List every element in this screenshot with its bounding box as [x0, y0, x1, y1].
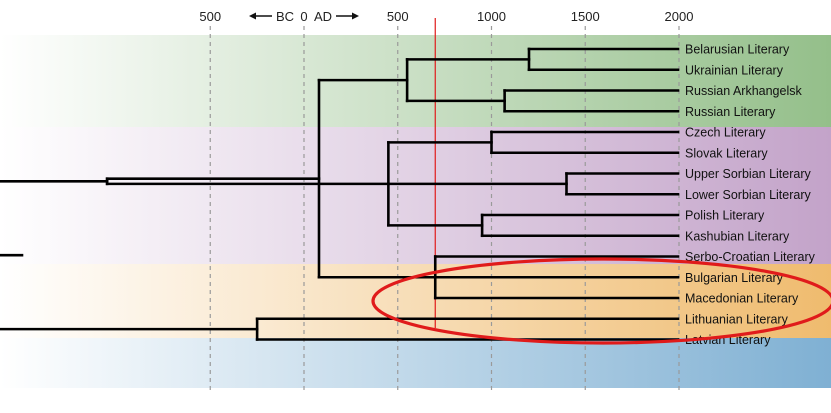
leaf-labels: Belarusian Literary Ukrainian Literary Rus… — [685, 43, 816, 348]
language-group-bands — [0, 35, 831, 388]
leaf-label: Bulgarian Literary — [685, 271, 784, 285]
bc-arrow-icon — [249, 12, 272, 20]
east-slavic-band — [0, 35, 831, 127]
ad-label: AD — [314, 9, 332, 24]
leaf-label: Slovak Literary — [685, 146, 768, 160]
year-axis: BC 0 AD 500 500 1000 1500 2000 — [199, 9, 693, 24]
leaf-label: Lower Sorbian Literary — [685, 188, 812, 202]
axis-tick-label: 1500 — [571, 9, 600, 24]
year-gridlines — [209, 26, 680, 392]
leaf-label: Russian Arkhangelsk — [685, 84, 802, 98]
ad-arrow-icon — [336, 12, 359, 20]
zero-label: 0 — [300, 9, 307, 24]
bc-label: BC — [276, 9, 294, 24]
leaf-label: Belarusian Literary — [685, 43, 790, 57]
axis-tick-label: 500 — [199, 9, 221, 24]
leaf-label: Serbo-Croatian Literary — [685, 250, 816, 264]
leaf-label: Macedonian Literary — [685, 292, 799, 306]
leaf-label: Kashubian Literary — [685, 229, 790, 243]
leaf-label: Polish Literary — [685, 209, 765, 223]
leaf-label: Russian Literary — [685, 105, 776, 119]
leaf-label: Ukrainian Literary — [685, 63, 784, 77]
leaf-label: Latvian Literary — [685, 333, 771, 347]
west-slavic-band — [0, 127, 831, 264]
axis-tick-label: 2000 — [665, 9, 694, 24]
leaf-label: Upper Sorbian Literary — [685, 167, 812, 181]
axis-tick-label: 500 — [387, 9, 409, 24]
axis-tick-label: 1000 — [477, 9, 506, 24]
south-slavic-highlight-ellipse — [371, 257, 831, 345]
tree-branches — [0, 47, 680, 341]
baltic-band — [0, 338, 831, 388]
leaf-label: Czech Literary — [685, 126, 766, 140]
leaf-label: Lithuanian Literary — [685, 312, 789, 326]
